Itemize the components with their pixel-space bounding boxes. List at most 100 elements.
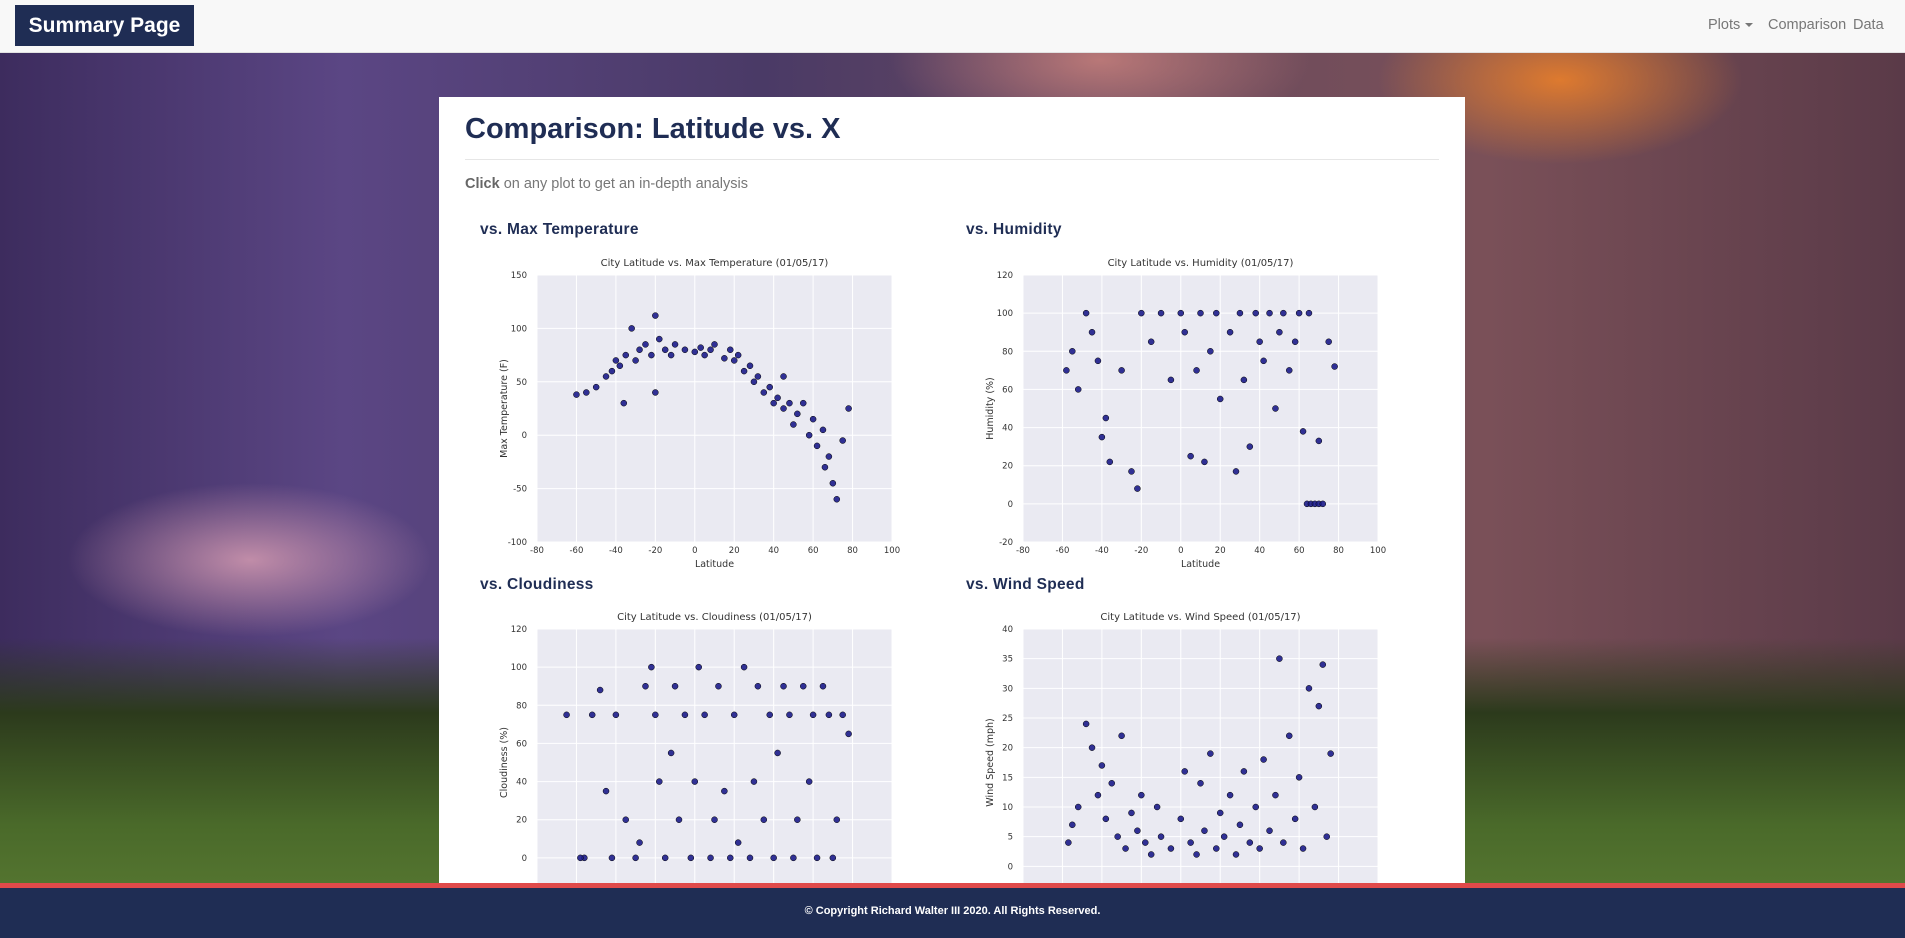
nav-link[interactable]: Comparison [1768, 17, 1847, 33]
y-tick-label: 80 [1002, 347, 1013, 357]
data-point [691, 778, 699, 785]
content-card: Comparison: Latitude vs. X Click on any … [439, 97, 1465, 938]
data-point [1082, 309, 1090, 317]
x-tick-label: 40 [1254, 546, 1265, 556]
data-point [1246, 443, 1254, 450]
data-point [1240, 376, 1248, 384]
x-tick-label: -20 [1134, 546, 1148, 556]
data-point [1315, 437, 1323, 445]
y-tick-label: 120 [997, 271, 1013, 281]
data-point [1128, 809, 1135, 817]
data-point [573, 391, 580, 398]
data-point [1286, 732, 1293, 740]
data-point [825, 453, 833, 460]
data-point [1138, 791, 1145, 799]
data-point [636, 839, 643, 846]
data-point [760, 816, 768, 823]
data-point [1177, 309, 1185, 317]
data-point [1220, 833, 1228, 840]
nav-link[interactable]: Plots [1708, 17, 1741, 33]
data-point [1291, 338, 1299, 345]
data-point [1147, 851, 1155, 858]
x-tick-label: -80 [530, 546, 544, 556]
data-point [642, 682, 649, 690]
data-point [1193, 367, 1200, 374]
data-point [1088, 328, 1096, 336]
plot-area [537, 275, 892, 542]
data-point [577, 854, 584, 862]
data-point [602, 373, 610, 380]
data-point [833, 496, 841, 503]
y-tick-label: 20 [516, 816, 527, 826]
data-point [839, 711, 846, 719]
data-point [1331, 363, 1338, 370]
data-point [1118, 367, 1125, 374]
data-point [711, 341, 718, 348]
y-tick-label: 100 [511, 663, 527, 673]
data-point [1098, 433, 1106, 441]
chart[interactable]: -80-60-40-20020406080100020406080100120C… [485, 604, 925, 934]
data-point [1063, 367, 1070, 374]
data-point [707, 346, 714, 354]
data-point [667, 749, 675, 757]
data-point [1266, 827, 1273, 834]
section-heading: vs. Max Temperature [480, 221, 639, 238]
plot-area [1023, 629, 1378, 896]
data-point [1065, 839, 1072, 846]
y-tick-label: 0 [522, 854, 527, 864]
navbar: Summary Page Plots Comparison Data [0, 0, 1905, 53]
data-point [661, 346, 669, 354]
data-point [711, 816, 718, 823]
y-tick-label: 0 [1008, 500, 1013, 510]
chart[interactable]: -80 -60 -40 -20 0 20 40 60 80 100 -100 -50 0 50 100 150… [485, 250, 925, 580]
data-point [681, 346, 689, 354]
data-point [1134, 827, 1141, 834]
data-point [740, 663, 748, 671]
data-point [612, 711, 620, 719]
data-point [1315, 702, 1323, 710]
data-point [1193, 851, 1200, 858]
data-point [1181, 328, 1188, 336]
data-point [1295, 774, 1303, 781]
nav-link[interactable]: Data [1853, 17, 1884, 33]
chart[interactable]: -80 -60 -40 -20 0 20 40 60 80 100 -20 0 20 40 60 80 100 1… [971, 250, 1411, 580]
data-point [800, 399, 807, 407]
data-point [1232, 851, 1240, 858]
data-point [766, 711, 773, 719]
data-point [667, 351, 675, 359]
section-heading: vs. Wind Speed [966, 576, 1085, 593]
data-point [727, 854, 734, 862]
data-point [1074, 386, 1082, 393]
nav-dropdown[interactable]: Plots [1708, 17, 1754, 33]
data-point [701, 351, 708, 359]
y-tick-label: 10 [1002, 803, 1013, 813]
data-point [809, 415, 817, 423]
data-point [1197, 309, 1204, 317]
data-point [1082, 720, 1090, 728]
data-point [1232, 468, 1240, 475]
data-point [1216, 395, 1224, 403]
data-point [1094, 357, 1102, 365]
data-point [1128, 468, 1135, 475]
data-point [845, 730, 852, 738]
brand[interactable]: Summary Page [15, 5, 194, 46]
data-point [1280, 839, 1287, 846]
data-point [1106, 458, 1114, 466]
y-tick-label: 40 [1002, 625, 1013, 635]
y-tick-label: 60 [1002, 385, 1013, 395]
data-point [750, 378, 758, 386]
data-point [1260, 357, 1267, 365]
x-tick-label: -20 [648, 546, 662, 556]
data-point [681, 711, 689, 719]
plot-area [537, 629, 892, 896]
data-point [1256, 845, 1263, 852]
x-tick-label: 40 [768, 546, 779, 556]
data-point [622, 351, 629, 359]
data-point [1323, 833, 1330, 840]
data-point [1266, 309, 1273, 317]
chart[interactable]: -80-60-40-200204060801000510152025303540… [971, 604, 1411, 934]
intro: Click on any plot to get an in-depth ana… [465, 176, 748, 192]
data-point [620, 399, 628, 407]
data-point [819, 682, 827, 690]
data-point [612, 357, 620, 364]
